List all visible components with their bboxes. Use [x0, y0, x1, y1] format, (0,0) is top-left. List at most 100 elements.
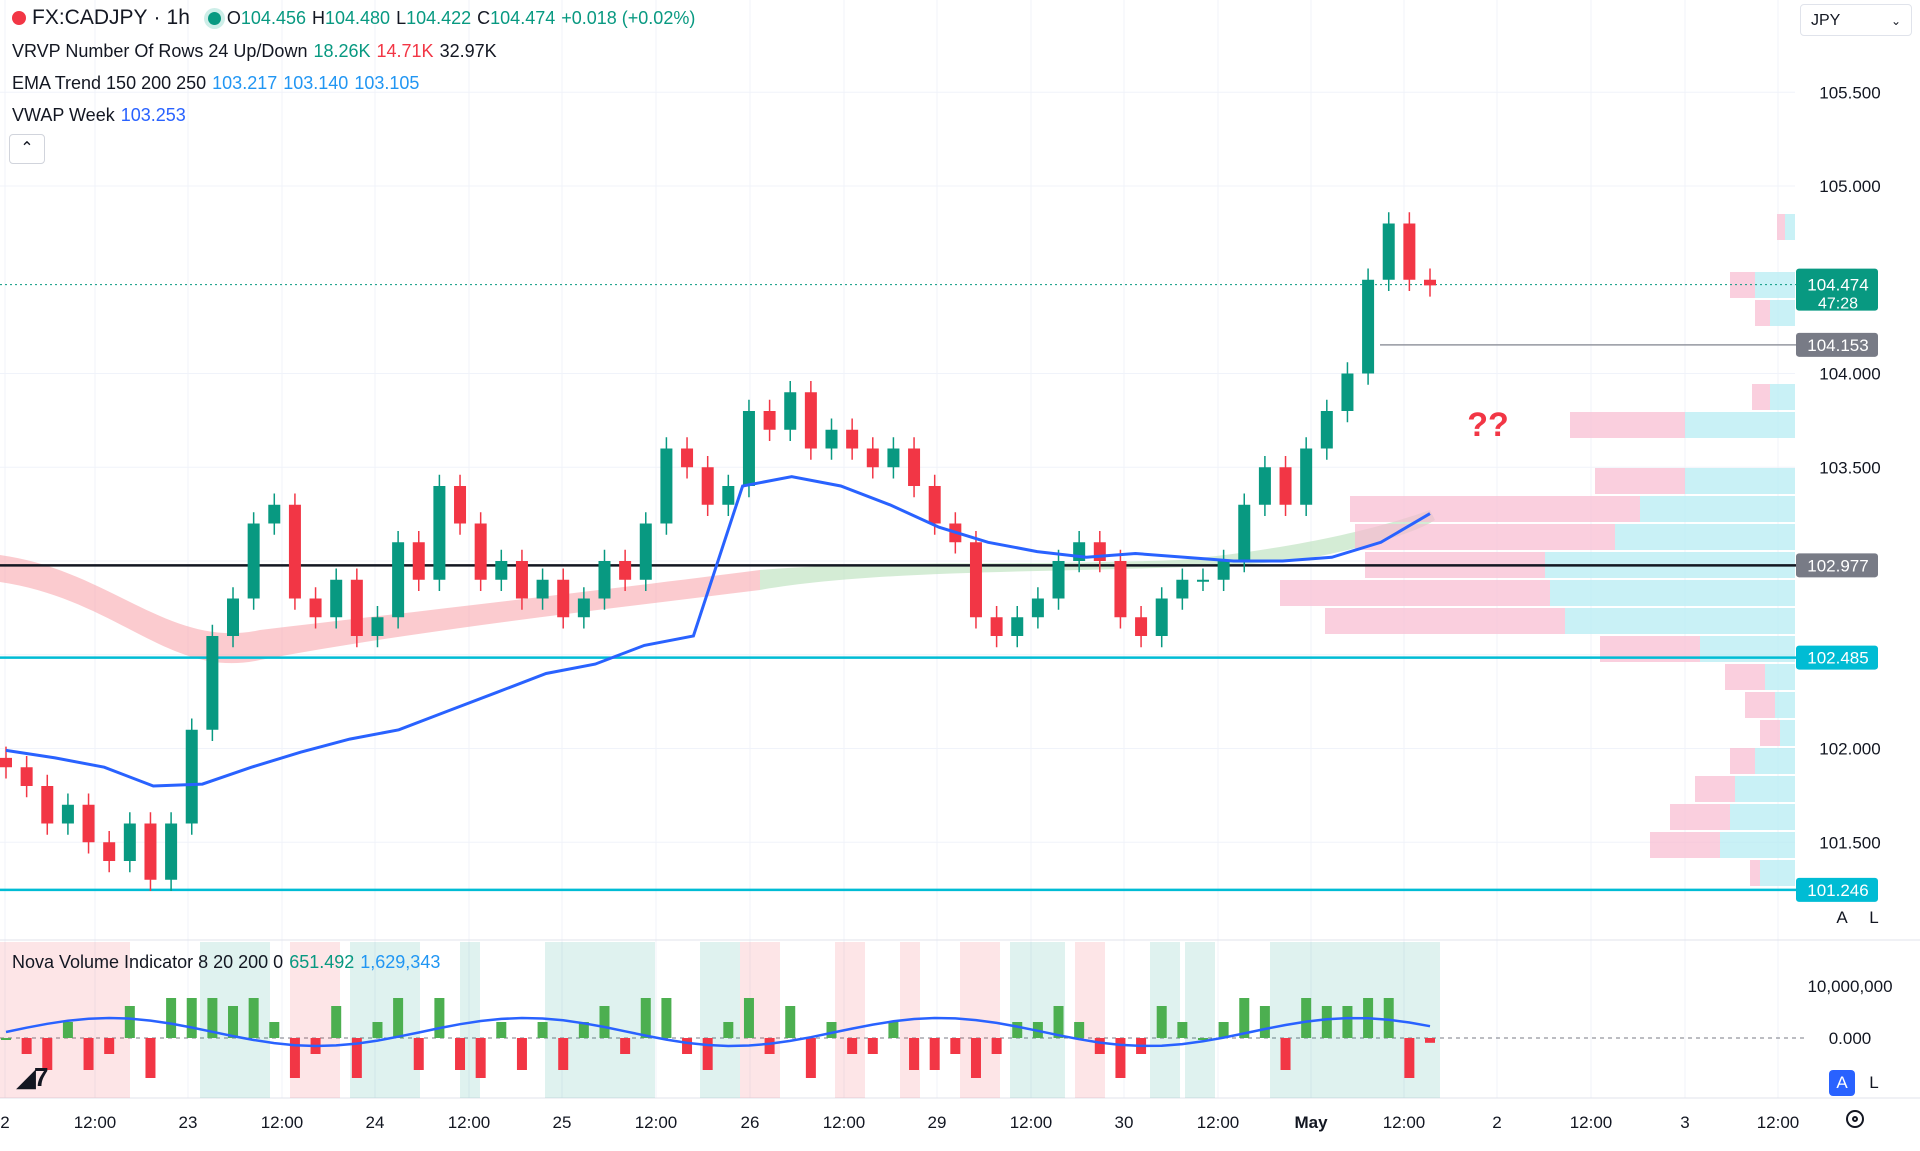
volume-profile-down-bar [1745, 692, 1775, 718]
volume-profile-up-bar [1720, 832, 1795, 858]
ema-legend[interactable]: EMA Trend 150 200 250 103.217 103.140 103.1… [12, 73, 425, 94]
time-tick-label: 24 [366, 1113, 385, 1132]
nova-volume-bar [867, 1038, 878, 1054]
nova-label: Nova Volume Indicator 8 20 200 0 [12, 952, 284, 972]
nova-volume-bar [166, 998, 177, 1038]
vrvp-legend[interactable]: VRVP Number Of Rows 24 Up/Down 18.26K 14.7… [12, 41, 503, 62]
nova-volume-bar [1074, 1022, 1085, 1038]
candle-body [392, 542, 405, 618]
candle-body [1382, 223, 1395, 280]
time-tick-label: 2 [0, 1113, 9, 1132]
volume-profile-down-bar [1350, 496, 1640, 522]
nova-volume-bar [269, 1022, 280, 1038]
volume-profile-up-bar [1785, 214, 1795, 240]
last-price-label: 104.474 [1807, 276, 1868, 295]
time-tick-label: 23 [179, 1113, 198, 1132]
volume-profile-down-bar [1570, 412, 1685, 438]
candle-body [701, 467, 714, 505]
time-tick-label: 2 [1492, 1113, 1501, 1132]
auto-scale-button[interactable]: A [1836, 908, 1848, 927]
candle-body [887, 448, 900, 468]
volume-profile-up-bar [1685, 468, 1795, 494]
price-tick-label: 105.000 [1819, 177, 1880, 196]
candle-body [103, 842, 116, 861]
candle-body [1155, 598, 1168, 636]
log-scale-button[interactable]: L [1869, 908, 1879, 927]
time-tick-label: 3 [1680, 1113, 1689, 1132]
nova-volume-bar [743, 998, 754, 1038]
candle-body [1217, 561, 1230, 580]
candle-body [969, 542, 982, 618]
time-tick-label: 12:00 [1757, 1113, 1800, 1132]
last-price-tag [1796, 268, 1878, 311]
nova-volume-bar [702, 1038, 713, 1070]
nova-volume-bar [1342, 1006, 1353, 1038]
chevron-up-icon: ⌃ [20, 140, 34, 157]
nova-background-shade [835, 942, 865, 1098]
nova-volume-bar [1301, 998, 1312, 1038]
candle-body [165, 823, 178, 880]
ema-value-3: 103.105 [354, 73, 420, 93]
candle-body [1196, 579, 1209, 582]
interval-label[interactable]: 1h [166, 6, 190, 29]
candle-body [433, 486, 446, 580]
candle-body [61, 804, 74, 824]
volume-profile-down-bar [1325, 608, 1565, 634]
time-axis[interactable]: 2 12:00 23 12:00 24 12:00 25 12:00 26 12:00 29 12:0… [0, 1113, 1799, 1132]
nova-volume-bar [950, 1038, 961, 1054]
nova-volume-bar [413, 1038, 424, 1070]
candle-body [247, 523, 260, 599]
nova-volume-bar [289, 1038, 300, 1078]
high-label: H [311, 8, 325, 28]
volume-profile-down-bar [1650, 832, 1720, 858]
vwap-legend[interactable]: VWAP Week 103.253 [12, 105, 192, 126]
nova-volume-bar [1115, 1038, 1126, 1078]
level-price-tag [1796, 553, 1878, 578]
symbol-legend[interactable]: FX:CADJPY · 1h O104.456 H104.480 L104.422 C104… [12, 6, 701, 30]
time-tick-label: May [1294, 1113, 1328, 1132]
nova-background-shade [1185, 942, 1215, 1098]
candle-body [227, 598, 240, 636]
volume-profile-down-bar [1280, 580, 1550, 606]
nova-legend[interactable]: Nova Volume Indicator 8 20 200 0 651.492 1… [12, 952, 446, 973]
candle-body [1052, 561, 1065, 599]
price-axis[interactable]: 105.500 105.000 104.000 103.500 102.000 101.5… [1796, 83, 1893, 1048]
nova-volume-bar [1239, 998, 1250, 1038]
nova-volume-bar [537, 1022, 548, 1038]
level-price-label: 102.977 [1807, 556, 1868, 575]
candle-body [846, 429, 859, 449]
nova-volume-bar [331, 1006, 342, 1038]
tradingview-logo-icon: ◢7 [16, 1062, 49, 1092]
candle-body [763, 411, 776, 430]
nova-volume-bar [1012, 1022, 1023, 1038]
nova-auto-scale-button[interactable]: A [1829, 1070, 1855, 1096]
volume-profile-up-bar [1565, 608, 1795, 634]
candle-body [185, 729, 198, 824]
currency-select[interactable]: JPY ⌄ [1800, 4, 1912, 36]
open-value: 104.456 [240, 8, 306, 28]
collapse-legend-button[interactable]: ⌃ [9, 134, 45, 164]
nova-volume-bar [970, 1038, 981, 1078]
price-tick-label: 103.500 [1819, 458, 1880, 477]
change-value: +0.018 (+0.02%) [561, 8, 696, 28]
nova-volume-bar [826, 1022, 837, 1038]
time-tick-label: 29 [928, 1113, 947, 1132]
candle-body [309, 598, 322, 618]
nova-volume-bar [991, 1038, 1002, 1054]
candle-body [268, 504, 281, 524]
volume-profile-up-bar [1735, 776, 1795, 802]
volume-profile-down-bar [1777, 214, 1785, 240]
close-value: 104.474 [490, 8, 556, 28]
high-value: 104.480 [324, 8, 391, 28]
candle-body [825, 429, 838, 449]
canadian-flag-icon [12, 11, 26, 25]
price-tick-label: 105.500 [1819, 83, 1880, 102]
settings-gear-icon[interactable] [1846, 1110, 1864, 1128]
nova-log-scale-button[interactable]: L [1869, 1073, 1879, 1092]
symbol-name[interactable]: FX:CADJPY [32, 6, 148, 29]
nova-volume-bar [145, 1038, 156, 1078]
nova-volume-bar [1218, 1022, 1229, 1038]
volume-profile-down-bar [1670, 804, 1730, 830]
price-tick-label: 101.500 [1819, 833, 1880, 852]
